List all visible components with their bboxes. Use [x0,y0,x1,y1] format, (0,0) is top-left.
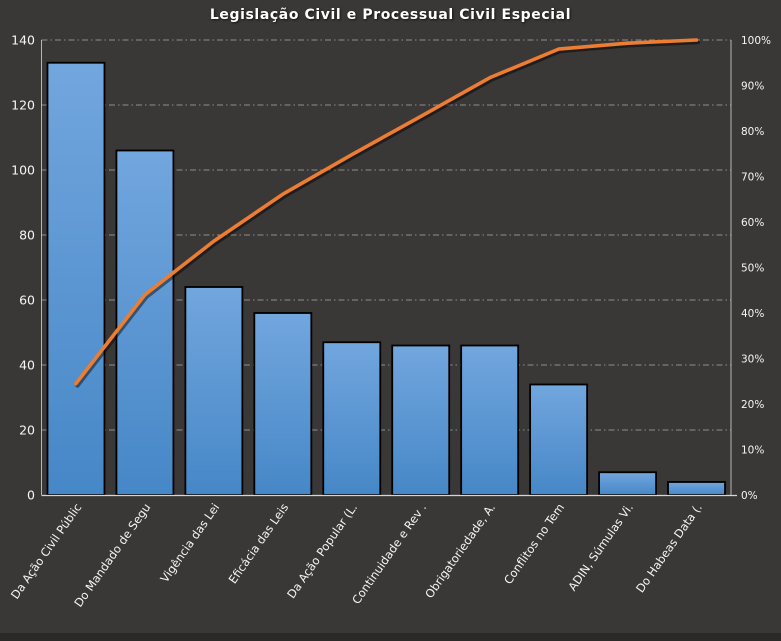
y-axis-tick-label: 80 [19,228,35,243]
x-axis-category-label: Obrigatoriedade, A. [422,501,498,601]
percent-axis-tick-label: 100% [741,35,771,47]
percent-axis-tick-label: 70% [741,172,764,184]
bar-3 [184,286,244,496]
percent-axis-tick-label: 90% [741,81,764,93]
percent-axis-tick-label: 10% [741,445,764,457]
percent-axis-tick-label: 50% [741,263,764,275]
x-axis-category-label: Vigência das Lei [157,501,222,585]
bar-10 [667,481,726,496]
percent-axis-tick-label: 40% [741,308,764,320]
bar-4 [253,312,313,496]
x-axis-category-label: ADIN, Súmulas Vi. [565,501,636,594]
y-axis-tick-label: 100 [11,163,35,178]
percent-axis-tick-label: 80% [741,126,764,138]
x-axis-category-label: Da Ação Popular (L. [284,501,360,601]
chart-title: Legislação Civil e Processual Civil Espe… [209,7,572,23]
x-axis-category-label: Do Mandado de Segu [71,501,153,610]
bar-9 [598,471,657,496]
y-axis-tick-label: 140 [11,33,35,48]
x-axis-category-label: Continuidade e Rev . [349,501,429,607]
bottom-strip [0,633,781,641]
x-axis-category-label: Conflitos no Tem [501,501,567,587]
bar-7 [460,344,520,496]
y-axis-tick-label: 60 [19,293,35,308]
percent-axis-tick-label: 60% [741,217,764,229]
percent-axis-tick-label: 20% [741,399,764,411]
bar-5 [322,341,382,496]
percent-axis-tick-label: 30% [741,354,764,366]
percent-axis-tick-label: 0% [741,490,758,502]
x-axis-category-label: Eficácia das Leis [226,501,292,586]
bar-2 [115,149,175,496]
y-axis-tick-label: 40 [19,358,35,373]
bar-6 [391,344,451,496]
x-axis-category-label: Da Ação Civil Públic [8,501,85,602]
cumulative-line [74,38,699,386]
cumulative-line-shadow [75,40,701,388]
y-axis-tick-label: 20 [19,423,35,438]
y-axis-tick-label: 0 [27,488,35,503]
bar-1 [46,61,106,496]
bar-8 [529,383,589,496]
y-axis-tick-label: 120 [11,98,35,113]
x-axis-category-label: Do Habeas Data (. [633,501,705,596]
